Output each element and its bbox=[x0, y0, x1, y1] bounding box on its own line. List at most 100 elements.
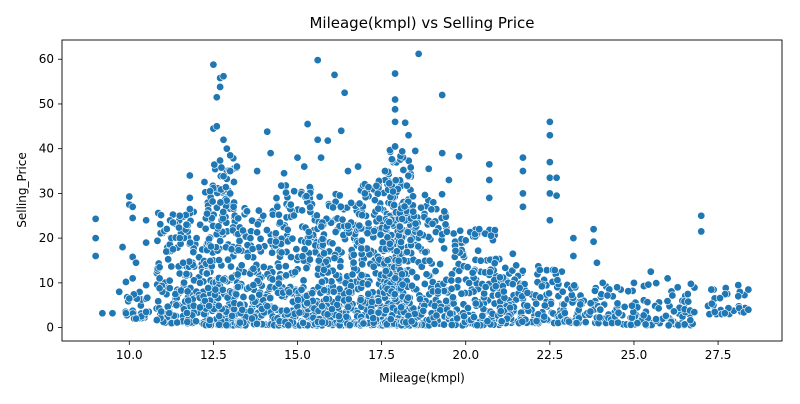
scatter-point bbox=[175, 211, 184, 220]
scatter-point bbox=[628, 301, 637, 310]
scatter-point bbox=[108, 309, 117, 318]
scatter-point bbox=[744, 305, 753, 314]
scatter-point bbox=[277, 248, 286, 257]
scatter-point bbox=[540, 301, 549, 310]
scatter-point bbox=[483, 317, 492, 326]
scatter-point bbox=[360, 189, 369, 198]
scatter-point bbox=[589, 225, 598, 234]
scatter-point bbox=[314, 256, 323, 265]
scatter-point bbox=[664, 321, 673, 330]
scatter-point bbox=[433, 287, 442, 296]
scatter-point bbox=[162, 225, 171, 234]
scatter-point bbox=[364, 219, 373, 228]
scatter-point bbox=[438, 190, 447, 199]
scatter-point bbox=[221, 183, 230, 192]
scatter-point bbox=[603, 291, 612, 300]
scatter-point bbox=[185, 193, 194, 202]
scatter-point bbox=[394, 256, 403, 265]
scatter-point bbox=[476, 256, 485, 265]
scatter-point bbox=[463, 263, 472, 272]
scatter-point bbox=[234, 246, 243, 255]
scatter-point bbox=[590, 286, 599, 295]
scatter-point bbox=[253, 228, 262, 237]
scatter-point bbox=[266, 294, 275, 303]
scatter-point bbox=[335, 191, 344, 200]
scatter-point bbox=[398, 270, 407, 279]
scatter-point bbox=[401, 118, 410, 127]
scatter-point bbox=[247, 293, 256, 302]
scatter-point bbox=[216, 82, 225, 91]
scatter-point bbox=[407, 281, 416, 290]
scatter-point bbox=[374, 204, 383, 213]
scatter-point bbox=[372, 181, 381, 190]
scatter-point bbox=[523, 301, 532, 310]
scatter-point bbox=[283, 225, 292, 234]
scatter-point bbox=[540, 312, 549, 321]
scatter-point bbox=[293, 295, 302, 304]
scatter-point bbox=[485, 193, 494, 202]
scatter-point bbox=[282, 188, 291, 197]
scatter-point bbox=[427, 205, 436, 214]
scatter-point bbox=[229, 202, 238, 211]
scatter-point bbox=[570, 281, 579, 290]
scatter-point bbox=[391, 95, 400, 104]
scatter-point bbox=[669, 307, 678, 316]
scatter-point bbox=[447, 284, 456, 293]
scatter-point bbox=[152, 316, 161, 325]
scatter-point bbox=[518, 266, 527, 275]
scatter-point bbox=[308, 289, 317, 298]
scatter-point bbox=[216, 156, 225, 165]
scatter-point bbox=[128, 202, 137, 211]
scatter-point bbox=[381, 267, 390, 276]
scatter-point bbox=[406, 163, 415, 172]
scatter-point bbox=[364, 183, 373, 192]
scatter-point bbox=[216, 237, 225, 246]
scatter-point bbox=[219, 275, 228, 284]
scatter-point bbox=[342, 312, 351, 321]
scatter-point bbox=[348, 270, 357, 279]
scatter-point bbox=[293, 153, 302, 162]
scatter-point bbox=[532, 299, 541, 308]
scatter-point bbox=[734, 292, 743, 301]
y-tick-label: 40 bbox=[39, 142, 54, 156]
plot-frame bbox=[61, 39, 783, 342]
scatter-point bbox=[441, 220, 450, 229]
scatter-point bbox=[446, 309, 455, 318]
scatter-point bbox=[259, 211, 268, 220]
scatter-point bbox=[247, 314, 256, 323]
scatter-point bbox=[322, 294, 331, 303]
scatter-point bbox=[343, 221, 352, 230]
scatter-point bbox=[206, 256, 215, 265]
scatter-point bbox=[297, 285, 306, 294]
scatter-point bbox=[398, 280, 407, 289]
scatter-point bbox=[374, 297, 383, 306]
scatter-point bbox=[387, 155, 396, 164]
scatter-point bbox=[710, 307, 719, 316]
y-axis-ticks: 0 10 20 30 40 50 60 bbox=[39, 52, 62, 335]
scatter-point bbox=[414, 49, 423, 58]
scatter-point bbox=[229, 177, 238, 186]
scatter-point bbox=[271, 237, 280, 246]
scatter-point bbox=[329, 287, 338, 296]
scatter-point bbox=[586, 307, 595, 316]
scatter-point bbox=[447, 276, 456, 285]
x-axis-label: Mileage(kmpl) bbox=[379, 371, 465, 385]
scatter-point bbox=[485, 160, 494, 169]
scatter-point bbox=[402, 181, 411, 190]
scatter-point bbox=[169, 218, 178, 227]
scatter-point bbox=[299, 276, 308, 285]
scatter-point bbox=[249, 264, 258, 273]
scatter-point bbox=[447, 320, 456, 329]
scatter-point bbox=[697, 211, 706, 220]
scatter-point bbox=[336, 202, 345, 211]
scatter-point bbox=[320, 249, 329, 258]
scatter-point bbox=[469, 313, 478, 322]
scatter-point bbox=[290, 187, 299, 196]
scatter-point bbox=[227, 245, 236, 254]
scatter-point bbox=[298, 252, 307, 261]
scatter-point bbox=[550, 266, 559, 275]
scatter-point bbox=[424, 164, 433, 173]
x-tick-label: 27.5 bbox=[705, 348, 732, 362]
scatter-point bbox=[425, 256, 434, 265]
scatter-point bbox=[391, 117, 400, 126]
